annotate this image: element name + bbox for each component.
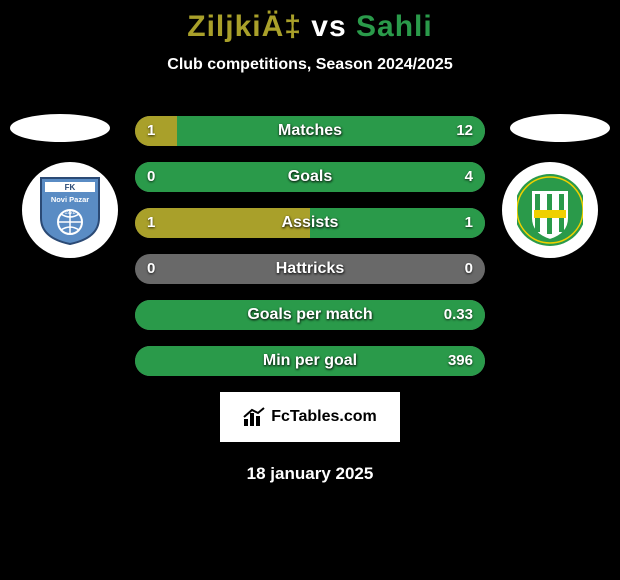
novi-pazar-crest-icon: FK Novi Pazar 1928 (39, 174, 101, 246)
subtitle: Club competitions, Season 2024/2025 (0, 56, 620, 74)
stat-label: Assists (135, 208, 485, 238)
gyori-eto-crest-icon (517, 172, 583, 248)
stat-row: 11Assists (135, 208, 485, 238)
stat-row: 04Goals (135, 162, 485, 192)
comparison-card: ZiljkiÄ‡ vs Sahli Club competitions, Sea… (0, 0, 620, 580)
stat-row: 00Hattricks (135, 254, 485, 284)
stats-bars: 112Matches 04Goals 11Assists 00Hattricks 0.3… (135, 114, 485, 376)
stat-label: Matches (135, 116, 485, 146)
stat-label: Min per goal (135, 346, 485, 376)
stat-label: Hattricks (135, 254, 485, 284)
stat-label: Goals per match (135, 300, 485, 330)
player2-name: Sahli (356, 10, 433, 43)
brand-logo-icon (243, 407, 265, 427)
stat-label: Goals (135, 162, 485, 192)
player2-oval (510, 114, 610, 142)
date-label: 18 january 2025 (0, 464, 620, 484)
player2-club-badge (502, 162, 598, 258)
player1-club-badge: FK Novi Pazar 1928 (22, 162, 118, 258)
svg-text:1928: 1928 (64, 210, 75, 216)
content-area: FK Novi Pazar 1928 (0, 114, 620, 484)
player1-name: ZiljkiÄ‡ (187, 10, 302, 43)
stat-row: 0.33Goals per match (135, 300, 485, 330)
badge-left-circle: FK Novi Pazar 1928 (22, 162, 118, 258)
page-title: ZiljkiÄ‡ vs Sahli (0, 10, 620, 44)
brand-badge[interactable]: FcTables.com (220, 392, 400, 442)
player1-oval (10, 114, 110, 142)
stat-row: 112Matches (135, 116, 485, 146)
svg-text:Novi Pazar: Novi Pazar (51, 195, 89, 204)
vs-separator: vs (302, 10, 356, 43)
badge-right-circle (502, 162, 598, 258)
stat-row: 396Min per goal (135, 346, 485, 376)
svg-text:FK: FK (65, 183, 76, 192)
brand-text: FcTables.com (271, 408, 377, 426)
